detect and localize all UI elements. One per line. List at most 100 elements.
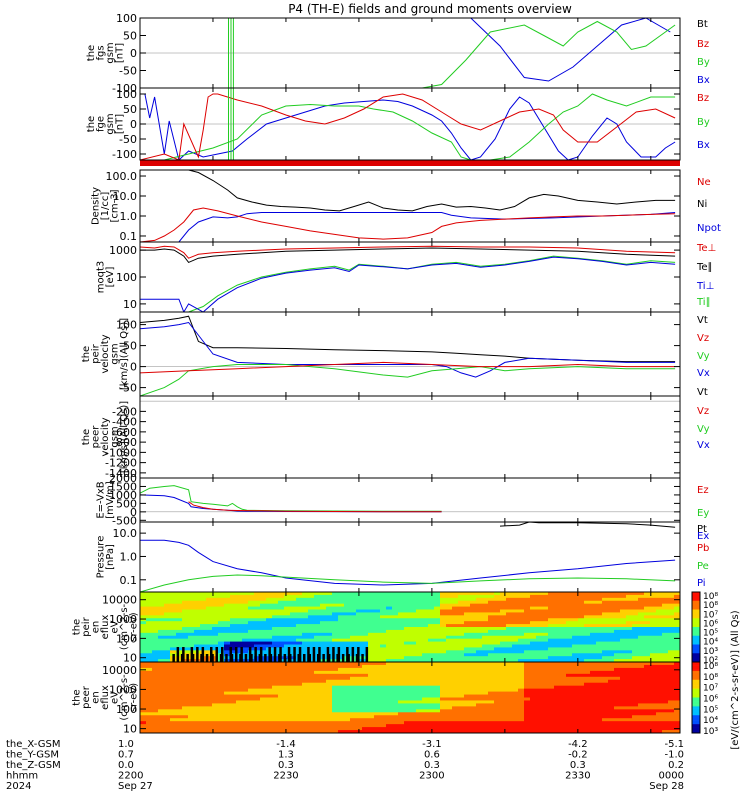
spectrogram-cell (362, 615, 369, 619)
spectrogram-cell (572, 618, 579, 622)
spectrogram-cell (482, 682, 489, 687)
spectrogram-cell (506, 621, 513, 625)
spectrogram-cell (320, 694, 327, 698)
spectrogram-cell (656, 727, 663, 731)
spectrogram-cell (572, 706, 579, 710)
spectrogram-cell (650, 703, 657, 707)
spectrogram-cell (290, 615, 297, 619)
spectrogram-cell (560, 632, 567, 637)
spectrogram-cell (470, 712, 477, 716)
spectrogram-cell (230, 592, 237, 596)
spectrogram-cell (254, 597, 261, 602)
spectrogram-cell (254, 641, 261, 645)
spectrogram-cell (140, 624, 147, 628)
spectrogram-cell (392, 627, 399, 631)
spectrogram-cell (320, 629, 327, 634)
spectrogram-cell (296, 641, 303, 645)
spectrogram-cell (644, 691, 651, 695)
spectrogram-cell (326, 676, 333, 681)
spectrogram-cell (458, 712, 465, 716)
spectrogram-cell (614, 691, 621, 695)
spectrogram-cell (386, 727, 393, 731)
spectrogram-cell (206, 712, 213, 716)
spectrogram-cell (350, 694, 357, 698)
colorbar-swatch (692, 715, 700, 718)
spectrogram-cell (512, 730, 519, 733)
spectrogram-cell (248, 667, 255, 672)
spectrogram-cell (260, 635, 267, 640)
spectrogram-cell (572, 709, 579, 713)
spectrogram-cell (428, 662, 435, 666)
spectrogram-cell (230, 718, 237, 722)
spectrogram-cell (500, 706, 507, 710)
spectrogram-cell (206, 650, 213, 654)
spectrogram-cell (428, 694, 435, 698)
spectrogram-cell (548, 685, 555, 690)
spectrogram-cell (452, 721, 459, 725)
spectrogram-cell (512, 709, 519, 713)
panel-velocity_eer: -200-400-600-800-1000-1200-1400thepeerve… (81, 387, 710, 480)
spectrogram-cell (410, 691, 417, 695)
spectrogram-cell (434, 670, 441, 675)
spectrogram-cell (368, 627, 375, 631)
spectrogram-cell (326, 670, 333, 675)
spectrogram-cell (362, 727, 369, 731)
spectrogram-cell (518, 662, 525, 666)
spectrogram-cell (296, 618, 303, 622)
spectrogram-cell (332, 676, 339, 681)
spectrogram-cell (650, 694, 657, 698)
spectrogram-cell (536, 667, 543, 672)
spectrogram-cell (608, 712, 615, 716)
spectrogram-cell (554, 635, 561, 640)
spectrogram-cell (164, 730, 171, 733)
spectrogram-cell (614, 624, 621, 628)
spectrogram-cell (464, 667, 471, 672)
spectrogram-gap (347, 654, 350, 662)
series-velocity-Vt (140, 315, 676, 363)
spectrogram-cell (632, 621, 639, 625)
spectrogram-cell (332, 721, 339, 725)
spectrogram-cell (194, 600, 201, 605)
spectrogram-cell (668, 721, 675, 725)
colorbar-swatch (692, 658, 700, 661)
spectrogram-cell (140, 635, 147, 640)
spectrogram-cell (488, 670, 495, 675)
spectrogram-cell (176, 679, 183, 684)
spectrogram-cell (374, 624, 381, 628)
spectrogram-cell (158, 662, 165, 666)
spectrogram-cell (170, 615, 177, 619)
spectrogram-cell (572, 606, 579, 610)
spectrogram-cell (272, 727, 279, 731)
spectrogram-cell (428, 629, 435, 634)
spectrogram-cell (164, 662, 171, 666)
spectrogram-cell (392, 709, 399, 713)
spectrogram-cell (674, 600, 680, 605)
spectrogram-cell (524, 600, 531, 605)
spectrogram-cell (554, 615, 561, 619)
spectrogram-cell (266, 679, 273, 684)
spectrogram-cell (482, 612, 489, 616)
spectrogram-cell (368, 682, 375, 687)
spectrogram-cell (332, 615, 339, 619)
spectrogram-cell (374, 703, 381, 707)
spectrogram-cell (212, 594, 219, 599)
spectrogram-cell (176, 662, 183, 666)
spectrogram-cell (188, 624, 195, 628)
spectrogram-cell (296, 709, 303, 713)
spectrogram-cell (536, 709, 543, 713)
spectrogram-cell (578, 597, 585, 602)
spectrogram-cell (632, 641, 639, 645)
spectrogram-cell (560, 644, 567, 648)
spectrogram-cell (554, 621, 561, 625)
spectrogram-cell (482, 662, 489, 666)
legend-velocity: Vt (697, 315, 708, 326)
spectrogram-cell (146, 644, 153, 648)
spectrogram-cell (656, 703, 663, 707)
spectrogram-cell (188, 709, 195, 713)
spectrogram-cell (620, 691, 627, 695)
spectrogram-cell (596, 597, 603, 602)
spectrogram-gap (240, 647, 243, 662)
spectrogram-cell (374, 653, 381, 657)
colorbar-swatch (692, 720, 700, 723)
